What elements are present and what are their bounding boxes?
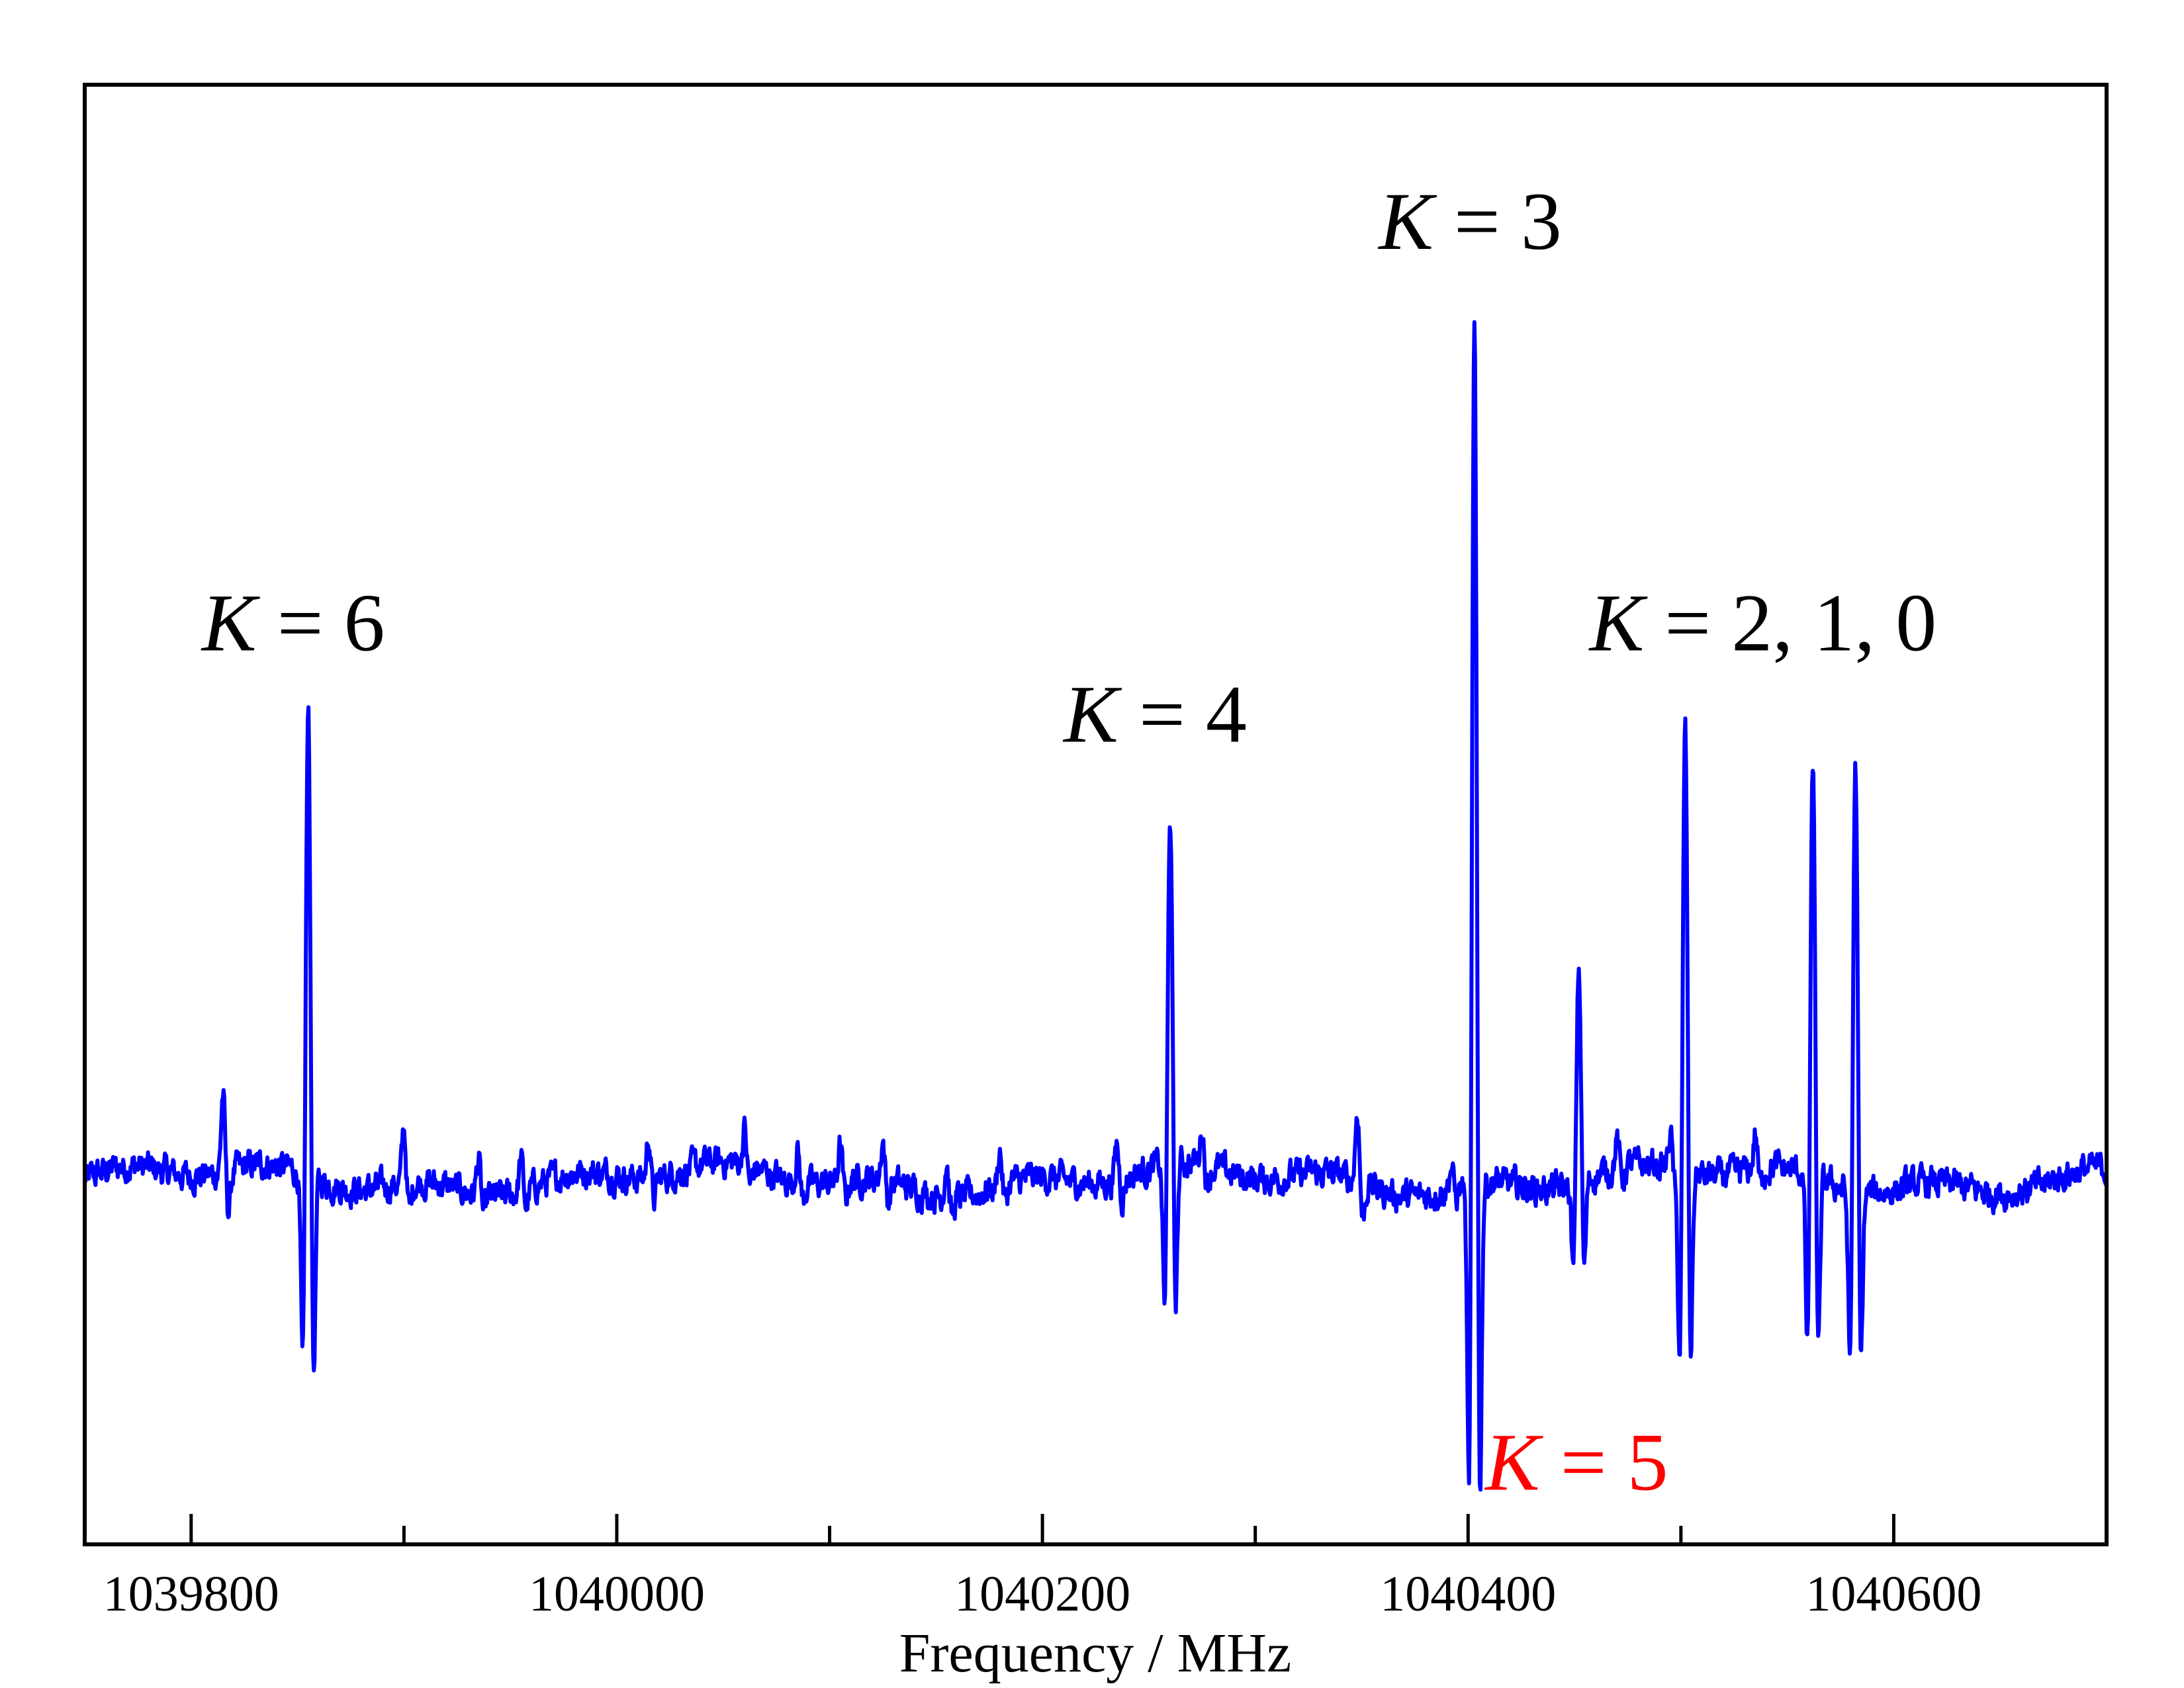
plot-frame <box>83 83 2109 1546</box>
peak-label: K = 5 <box>1484 1417 1668 1507</box>
peak-label-k: K <box>1484 1417 1544 1507</box>
peak-label-k: K <box>1062 669 1122 759</box>
peak-label-value: = 3 <box>1433 176 1562 267</box>
peak-label: K = 2, 1, 0 <box>1588 577 1937 668</box>
peak-annotations: K = 6K = 4K = 3K = 2, 1, 0K = 5 <box>201 176 1936 1507</box>
x-tick-label: 1040200 <box>954 1566 1130 1622</box>
peak-label-k: K <box>1588 577 1649 668</box>
peak-label-value: = 6 <box>257 577 385 668</box>
peak-label-k: K <box>1377 176 1437 267</box>
peak-label: K = 3 <box>1377 176 1562 267</box>
x-tick-label: 1040000 <box>529 1566 705 1622</box>
x-tick-label: 1039800 <box>103 1566 279 1622</box>
peak-label-value: = 2, 1, 0 <box>1644 577 1936 668</box>
peak-label-value: = 5 <box>1540 1417 1668 1507</box>
x-axis-ticks <box>189 1514 1895 1544</box>
plot-area <box>83 83 2109 1546</box>
peak-label: K = 6 <box>201 577 385 668</box>
x-tick-label: 1040400 <box>1380 1566 1556 1622</box>
x-tick-label: 1040600 <box>1805 1566 1981 1622</box>
peak-label-value: = 4 <box>1118 669 1247 759</box>
peak-label-k: K <box>201 577 261 668</box>
x-axis-title: Frequency / MHz <box>899 1622 1292 1684</box>
spectrum-trace <box>83 320 2109 1492</box>
x-axis-tick-labels: 1039800 1040000 1040200 1040400 1040600 <box>103 1566 1982 1622</box>
peak-label: K = 4 <box>1062 669 1247 759</box>
